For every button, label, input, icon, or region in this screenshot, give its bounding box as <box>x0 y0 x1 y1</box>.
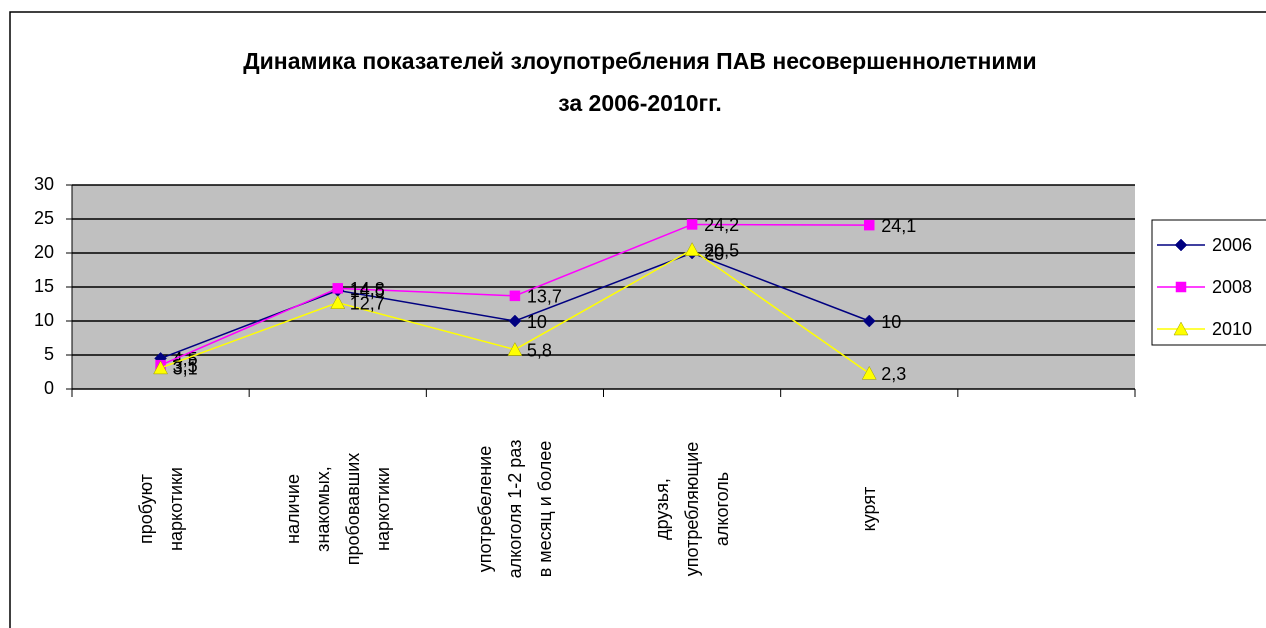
legend-label: 2010 <box>1212 319 1252 339</box>
marker <box>507 342 523 356</box>
marker <box>864 219 875 231</box>
data-label: 2,3 <box>881 364 906 384</box>
data-label: 5,8 <box>527 340 552 360</box>
y-tick-label: 20 <box>34 242 54 262</box>
chart-border <box>9 11 1266 628</box>
y-tick-label: 10 <box>34 310 54 330</box>
data-label: 13,7 <box>527 287 562 307</box>
y-tick-label: 25 <box>34 208 54 228</box>
legend-box <box>1151 219 1266 346</box>
data-label: 20,5 <box>704 240 739 260</box>
marker <box>862 314 876 328</box>
marker <box>330 295 346 309</box>
data-label: 20 <box>704 244 724 264</box>
data-label: 12,7 <box>350 293 385 313</box>
data-label: 14,5 <box>350 281 385 301</box>
y-tick-label: 0 <box>44 378 54 398</box>
data-label: 10 <box>527 312 547 332</box>
marker <box>509 290 521 302</box>
y-tick-label: 30 <box>34 174 54 194</box>
data-label: 24,1 <box>881 216 916 236</box>
x-tick-label: курят <box>859 486 880 532</box>
data-label: 24,2 <box>704 215 739 235</box>
marker <box>861 365 877 380</box>
marker <box>153 360 169 375</box>
x-tick-label: наличие знакомых, пробовавших наркотики <box>282 452 393 566</box>
marker <box>1175 281 1187 293</box>
marker <box>1173 321 1189 336</box>
legend-label: 2006 <box>1212 235 1252 255</box>
data-label: 14,8 <box>350 279 385 299</box>
x-tick-label: друзья, употребляющие алкоголь <box>652 441 733 577</box>
marker <box>332 283 343 294</box>
data-label: 10 <box>881 312 901 332</box>
legend-label: 2008 <box>1212 277 1252 297</box>
data-label: 3,1 <box>173 359 198 379</box>
marker <box>508 314 522 328</box>
y-tick-label: 5 <box>44 344 54 364</box>
marker <box>686 219 698 230</box>
marker <box>684 242 700 256</box>
x-tick-label: употребеление алкоголя 1-2 раз в месяц и… <box>474 439 555 579</box>
x-tick-label: пробуют наркотики <box>135 467 186 551</box>
y-tick-label: 15 <box>34 276 54 296</box>
marker <box>1174 238 1188 252</box>
chart-title: Динамика показателей злоупотребления ПАВ… <box>243 48 1037 116</box>
